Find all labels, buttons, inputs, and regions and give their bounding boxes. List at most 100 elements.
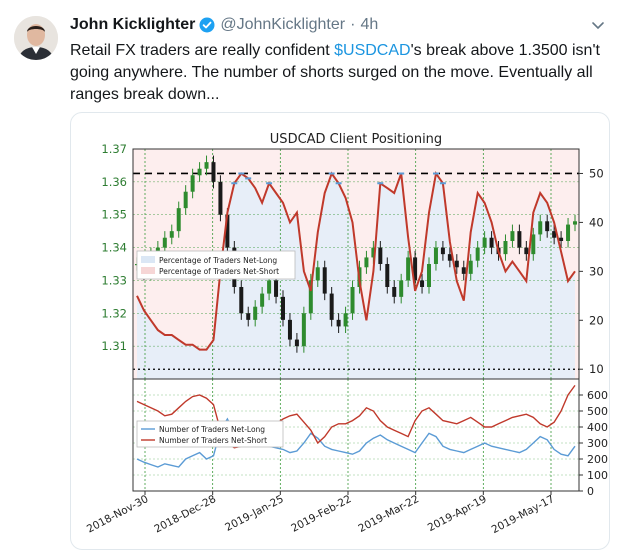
date-tick-2: 2019-Jan-25: [223, 493, 286, 534]
count-tick-0: 600: [587, 389, 608, 402]
legend-swatch-net-long: [141, 256, 155, 263]
candle-body-51: [489, 237, 494, 248]
media-card[interactable]: USDCAD Client Positioning 1.37 1.36 1.35 1.…: [70, 112, 610, 550]
candle-body-35: [378, 247, 383, 264]
avatar[interactable]: [14, 16, 58, 60]
price-tick-0: 1.37: [101, 142, 127, 156]
candle-body-46: [454, 260, 459, 268]
candle-body-17: [253, 306, 258, 320]
price-axis: 1.37 1.36 1.35 1.34 1.33 1.32 1.31: [101, 142, 127, 353]
price-tick-2: 1.35: [101, 208, 127, 222]
candle-body-30: [343, 313, 348, 327]
candle-body-63: [573, 221, 577, 225]
date-axis: 2018-Nov-30 2018-Dec-28 2019-Jan-25 2019-Fe…: [85, 491, 557, 536]
pct-tick-1: 40: [589, 215, 604, 229]
pct-tick-2: 30: [589, 264, 604, 278]
candle-body-62: [566, 224, 571, 241]
timestamp[interactable]: 4h: [360, 16, 379, 33]
tweet-header: John Kicklighter @JohnKicklighter · 4h: [70, 14, 378, 36]
candle-body-61: [559, 237, 564, 241]
candle-body-23: [294, 339, 299, 347]
pct-tick-4: 10: [589, 362, 604, 376]
date-tick-6: 2019-May-17: [490, 493, 557, 536]
candle-body-31: [350, 287, 355, 314]
candle-body-55: [517, 231, 522, 248]
price-tick-1: 1.36: [101, 175, 127, 189]
count-tick-4: 200: [587, 453, 608, 466]
candle-body-40: [413, 257, 418, 281]
candle-body-39: [406, 257, 411, 281]
candle-body-34: [371, 247, 376, 258]
separator-dot: ·: [350, 16, 356, 33]
candle-body-29: [336, 319, 341, 327]
candle-body-5: [169, 231, 174, 238]
net-short-line: [136, 170, 576, 351]
candle-body-43: [433, 247, 438, 264]
candle-body-44: [440, 247, 445, 255]
candle-body-59: [545, 221, 550, 232]
candle-body-27: [322, 267, 327, 294]
candle-body-38: [399, 280, 404, 297]
top-panel: USDCAD Client Positioning 1.37 1.36 1.35 1.…: [101, 132, 604, 380]
candle-body-36: [385, 264, 390, 287]
candle-body-54: [510, 231, 515, 241]
bottom-legend: Number of Traders Net-Long Number of Tra…: [136, 420, 284, 448]
candle-body-15: [239, 287, 244, 314]
candle-body-20: [274, 280, 279, 297]
positioning-chart: USDCAD Client Positioning 1.37 1.36 1.35 1.…: [85, 132, 608, 536]
candle-body-13: [225, 214, 230, 248]
candle-body-4: [162, 237, 167, 248]
candle-body-11: [211, 162, 216, 182]
legend-swatch-net-short: [141, 267, 155, 274]
top-legend-box: [136, 250, 296, 280]
candle-body-21: [281, 296, 285, 320]
candle-body-50: [482, 237, 487, 248]
candle-body-57: [531, 234, 536, 255]
candle-body-53: [503, 241, 508, 255]
candle-body-49: [475, 247, 480, 261]
tweet-text: Retail FX traders are really confident $…: [70, 40, 605, 106]
price-tick-4: 1.33: [101, 273, 127, 287]
candle-body-18: [260, 293, 265, 307]
candle-body-22: [287, 319, 292, 340]
candle-body-42: [427, 264, 431, 287]
candle-body-24: [301, 313, 306, 347]
date-tick-1: 2018-Dec-28: [152, 493, 218, 536]
bottom-panel: 600 500 400 300 200 100 0 Number of Traders Ne…: [132, 378, 608, 498]
candle-body-6: [176, 208, 181, 232]
chevron-down-icon[interactable]: [589, 16, 607, 34]
count-tick-6: 0: [587, 485, 594, 498]
candle-body-37: [392, 287, 397, 297]
net-short-count-line: [136, 384, 576, 449]
candle-body-33: [364, 257, 369, 268]
legend-label-short-count: Number of Traders Net-Short: [159, 436, 267, 445]
legend-label-net-short: Percentage of Traders Net-Short: [159, 267, 279, 276]
price-tick-6: 1.31: [101, 339, 127, 353]
legend-label-long-count: Number of Traders Net-Long: [159, 425, 265, 434]
chart-title: USDCAD Client Positioning: [270, 132, 442, 147]
candle-body-56: [524, 247, 529, 255]
count-axis: 600 500 400 300 200 100 0: [579, 389, 608, 498]
candle-body-8: [190, 175, 195, 192]
author-name[interactable]: John Kicklighter: [70, 16, 196, 33]
count-tick-1: 500: [587, 405, 608, 418]
date-tick-0: 2018-Nov-30: [85, 493, 151, 535]
count-tick-3: 300: [587, 437, 608, 450]
date-tick-5: 2019-Apr-19: [426, 493, 489, 534]
author-handle[interactable]: @JohnKicklighter: [220, 16, 346, 33]
legend-label-net-long: Percentage of Traders Net-Long: [159, 256, 277, 265]
candle-body-48: [468, 260, 473, 274]
candle-body-28: [329, 293, 334, 320]
date-tick-4: 2019-Mar-22: [356, 493, 421, 535]
bottom-legend-box: [136, 420, 284, 448]
candle-body-7: [183, 191, 188, 209]
profile-photo-icon: [14, 16, 58, 60]
date-tick-3: 2019-Feb-22: [289, 493, 353, 535]
tweet-text-before: Retail FX traders are really confident: [70, 42, 335, 59]
cashtag-link[interactable]: $USDCAD: [334, 42, 411, 59]
candle-body-16: [246, 313, 251, 320]
percent-axis: 50 40 30 20 10: [579, 166, 604, 376]
top-legend: Percentage of Traders Net-Long Percentag…: [136, 250, 296, 280]
candle-body-25: [308, 280, 313, 314]
